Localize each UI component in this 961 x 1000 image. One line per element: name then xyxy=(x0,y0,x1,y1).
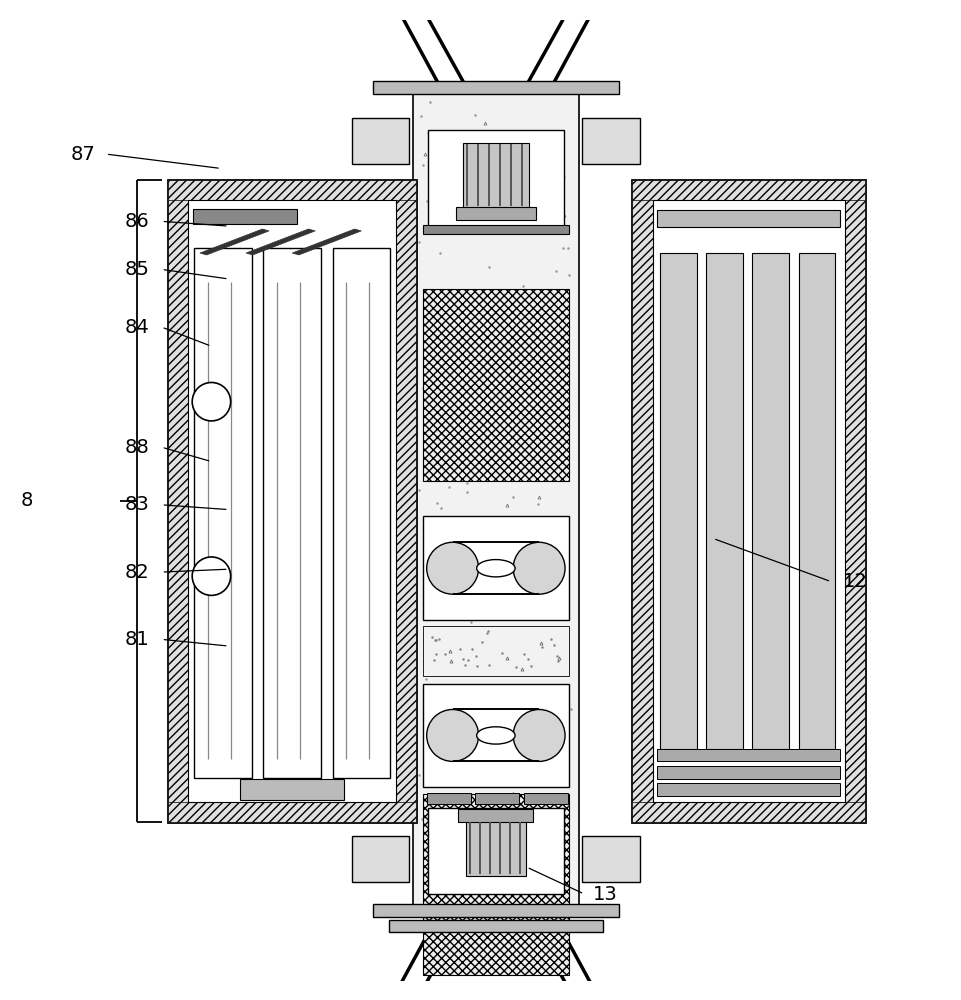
Bar xyxy=(632,802,865,822)
Bar xyxy=(456,207,536,220)
Circle shape xyxy=(192,382,231,421)
Bar xyxy=(352,836,409,882)
Ellipse shape xyxy=(477,727,515,744)
Text: 85: 85 xyxy=(125,260,150,279)
Text: 13: 13 xyxy=(593,885,618,904)
Circle shape xyxy=(513,542,565,594)
Text: 88: 88 xyxy=(125,438,150,457)
Bar xyxy=(657,766,840,779)
Bar xyxy=(168,180,416,200)
Text: 83: 83 xyxy=(125,495,150,514)
Bar xyxy=(582,836,640,882)
Text: 86: 86 xyxy=(125,212,150,231)
Bar xyxy=(799,253,835,749)
Bar xyxy=(188,200,396,802)
Circle shape xyxy=(192,557,231,595)
Bar xyxy=(352,118,409,164)
Bar xyxy=(657,749,840,761)
Circle shape xyxy=(427,542,479,594)
Bar xyxy=(653,200,845,802)
Bar xyxy=(427,793,471,804)
Text: 87: 87 xyxy=(70,145,95,164)
Bar xyxy=(193,209,297,224)
Bar xyxy=(458,809,533,822)
Bar xyxy=(373,81,619,94)
Bar xyxy=(845,180,865,822)
Bar xyxy=(463,143,529,208)
Bar xyxy=(752,253,789,749)
Bar xyxy=(423,516,569,620)
Text: 81: 81 xyxy=(125,630,150,649)
Bar xyxy=(423,684,569,787)
Polygon shape xyxy=(200,229,269,255)
Bar xyxy=(194,248,252,778)
Bar xyxy=(632,180,653,822)
Bar xyxy=(413,87,579,911)
Bar xyxy=(263,248,321,778)
Bar xyxy=(632,180,865,200)
Text: 8: 8 xyxy=(21,491,33,510)
Bar xyxy=(389,920,603,932)
Text: 12: 12 xyxy=(843,572,868,591)
Bar xyxy=(423,289,569,481)
Text: 84: 84 xyxy=(125,318,150,337)
Bar xyxy=(632,180,865,822)
Bar xyxy=(168,180,188,822)
Bar xyxy=(428,130,564,226)
Bar xyxy=(423,794,569,975)
Bar xyxy=(168,802,416,822)
Bar xyxy=(524,793,568,804)
Text: 82: 82 xyxy=(125,563,150,582)
Bar xyxy=(423,225,569,234)
Bar xyxy=(333,248,390,778)
Bar xyxy=(373,904,619,917)
Circle shape xyxy=(427,709,479,761)
Bar xyxy=(476,793,519,804)
Bar xyxy=(428,808,564,894)
Bar xyxy=(466,820,526,876)
Bar xyxy=(396,180,416,822)
Bar xyxy=(657,783,840,796)
Bar xyxy=(660,253,697,749)
Ellipse shape xyxy=(477,560,515,577)
Polygon shape xyxy=(292,229,361,255)
Circle shape xyxy=(513,709,565,761)
Bar xyxy=(240,779,344,800)
Bar xyxy=(423,626,569,676)
Polygon shape xyxy=(246,229,315,255)
Bar xyxy=(168,180,416,822)
Bar xyxy=(706,253,743,749)
Bar xyxy=(657,210,840,227)
Bar xyxy=(582,118,640,164)
